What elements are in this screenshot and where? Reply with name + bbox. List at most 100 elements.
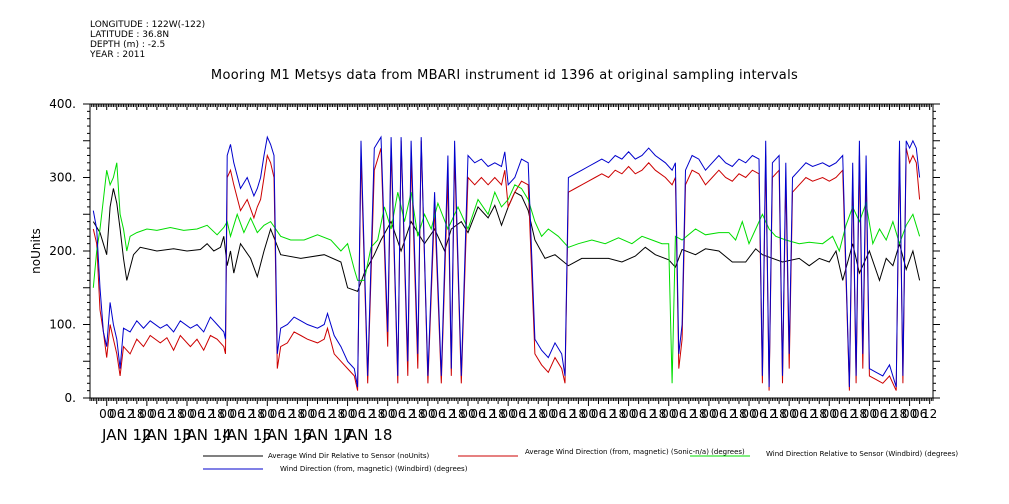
x-hour-label: 06 — [872, 407, 887, 421]
x-day-label: JAN 16 — [262, 426, 313, 444]
legend-label-1: Average Wind Dir Relative to Sensor (noU… — [268, 452, 429, 460]
metadata-block: LONGITUDE : 122W(-122) LATITUDE : 36.8N … — [90, 20, 205, 60]
x-day-label: JAN 14 — [181, 426, 232, 444]
chart-title: Mooring M1 Metsys data from MBARI instru… — [210, 68, 799, 83]
y-tick-label: 400. — [49, 97, 76, 111]
series-line-1 — [92, 188, 921, 293]
series-line-2 — [92, 140, 921, 391]
axis-ticks — [83, 103, 940, 406]
x-hour-label: 18 — [450, 407, 465, 421]
x-hour-label: 00 — [260, 407, 275, 421]
x-hour-label: 12 — [521, 407, 536, 421]
x-hour-label: 12 — [641, 407, 656, 421]
x-hour-label: 06 — [591, 407, 606, 421]
series-line-4 — [92, 135, 921, 388]
x-hour-label: 18 — [852, 407, 867, 421]
x-hour-label: 00 — [862, 407, 877, 421]
x-hour-label: 00 — [661, 407, 676, 421]
x-hour-label: 06 — [792, 407, 807, 421]
x-hour-label: 18 — [250, 407, 265, 421]
x-hour-label: 18 — [611, 407, 626, 421]
x-hour-label: 06 — [310, 407, 325, 421]
x-hour-label: 18 — [290, 407, 305, 421]
x-day-label: JAN 15 — [221, 426, 272, 444]
x-hour-label: 12 — [320, 407, 335, 421]
x-hour-label: 06 — [631, 407, 646, 421]
y-tick-label: 300. — [49, 171, 76, 185]
x-hour-label: 18 — [531, 407, 546, 421]
year-label: YEAR : 2011 — [90, 50, 146, 60]
x-hour-label: 12 — [802, 407, 817, 421]
x-day-label: JAN 17 — [302, 426, 353, 444]
x-hour-label: 12 — [440, 407, 455, 421]
x-hour-label: 00 — [300, 407, 315, 421]
x-hour-label: 00 — [541, 407, 556, 421]
x-hour-label: 18 — [330, 407, 345, 421]
x-hour-label: 12 — [922, 407, 937, 421]
x-hour-label: 06 — [751, 407, 766, 421]
longitude-label: LONGITUDE : 122W(-122) — [90, 20, 206, 30]
x-hour-label: 06 — [230, 407, 245, 421]
x-hour-label: 12 — [159, 407, 174, 421]
depth-label: DEPTH (m) : -2.5 — [90, 40, 166, 50]
legend-label-4: Wind Direction (from, magnetic) (Windbir… — [280, 465, 468, 473]
x-hour-label: 12 — [199, 407, 214, 421]
legend-label-2: Average Wind Direction (from, magnetic) … — [525, 448, 745, 456]
x-day-label: JAN 13 — [141, 426, 192, 444]
x-hour-label: 06 — [270, 407, 285, 421]
y-axis-label: noUnits — [29, 228, 43, 274]
x-hour-label: 18 — [651, 407, 666, 421]
x-hour-label: 00 — [741, 407, 756, 421]
x-day-label: JAN 12 — [101, 426, 152, 444]
x-hour-label: 18 — [691, 407, 706, 421]
x-hour-label: 00 — [340, 407, 355, 421]
x-hour-label: 12 — [561, 407, 576, 421]
x-hour-label: 06 — [711, 407, 726, 421]
y-tick-labels: 0. 100. 200. 300. 400. — [49, 97, 76, 405]
x-hour-label: 00 — [501, 407, 516, 421]
series-line-3 — [92, 162, 921, 384]
x-hour-label: 18 — [771, 407, 786, 421]
x-hour-label: 06 — [390, 407, 405, 421]
x-hour-label: 18 — [812, 407, 827, 421]
x-hour-label: 00 — [902, 407, 917, 421]
x-hour-label: 12 — [842, 407, 857, 421]
x-hour-label: 00 — [621, 407, 636, 421]
x-hour-label: 06 — [511, 407, 526, 421]
y-tick-label: 200. — [49, 244, 76, 258]
x-hour-label: 06 — [470, 407, 485, 421]
x-hour-label: 06 — [109, 407, 124, 421]
x-hour-label: 12 — [119, 407, 134, 421]
x-hour-label: 06 — [832, 407, 847, 421]
x-hour-label: 00 — [581, 407, 596, 421]
x-hour-label: 12 — [681, 407, 696, 421]
plot-frame — [89, 103, 934, 399]
x-hour-label: 12 — [721, 407, 736, 421]
x-hour-label: 00 — [380, 407, 395, 421]
x-hour-label: 06 — [189, 407, 204, 421]
x-hour-label: 18 — [410, 407, 425, 421]
legend: Average Wind Dir Relative to Sensor (noU… — [203, 448, 958, 473]
x-hour-label: 18 — [129, 407, 144, 421]
x-hour-label: 06 — [350, 407, 365, 421]
x-hour-label: 18 — [571, 407, 586, 421]
x-hour-label: 12 — [400, 407, 415, 421]
x-hour-label: 12 — [601, 407, 616, 421]
x-hour-label: 00 — [420, 407, 435, 421]
x-hour-label: 18 — [892, 407, 907, 421]
x-hour-label: 12 — [240, 407, 255, 421]
x-hour-label: 18 — [490, 407, 505, 421]
x-hour-label: 18 — [169, 407, 184, 421]
x-hour-label: 06 — [551, 407, 566, 421]
x-hour-label: 00 — [179, 407, 194, 421]
x-hour-label: 12 — [360, 407, 375, 421]
x-hour-label: 00 — [701, 407, 716, 421]
x-hour-label: 18 — [370, 407, 385, 421]
x-tick-labels: 0006121800061218000612180006121800061218… — [99, 407, 937, 444]
series-lines — [92, 135, 921, 391]
x-hour-label: 00 — [460, 407, 475, 421]
x-day-label: JAN 18 — [342, 426, 393, 444]
x-hour-label: 06 — [912, 407, 927, 421]
x-hour-label: 12 — [280, 407, 295, 421]
